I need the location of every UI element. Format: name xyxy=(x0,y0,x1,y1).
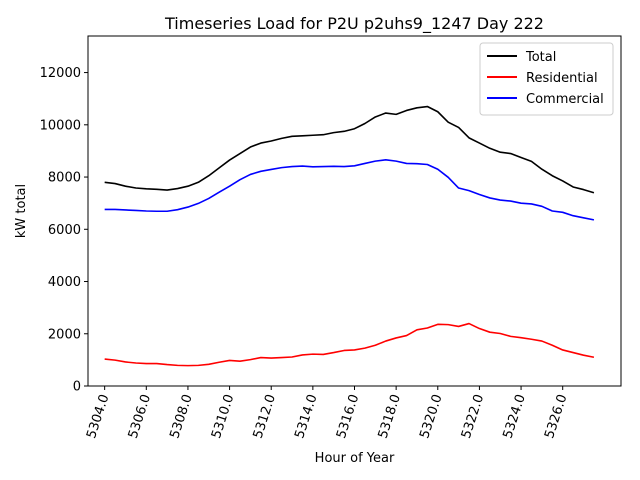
y-axis-label: kW total xyxy=(14,184,29,238)
series-line-residential xyxy=(104,322,595,367)
x-axis-label: Hour of Year xyxy=(315,451,395,466)
legend-label-commercial: Commercial xyxy=(526,92,604,107)
y-tick-label: 6000 xyxy=(48,223,81,238)
legend-label-total: Total xyxy=(525,50,556,65)
legend-label-residential: Residential xyxy=(526,71,598,86)
y-tick-label: 0 xyxy=(73,380,81,395)
y-tick-label: 10000 xyxy=(40,118,81,133)
series-line-total xyxy=(104,105,595,194)
y-tick-label: 4000 xyxy=(48,275,81,290)
legend: Total Residential Commercial xyxy=(479,42,614,116)
series-line-commercial xyxy=(104,159,595,221)
chart-title: Timeseries Load for P2U p2uhs9_1247 Day … xyxy=(164,14,544,34)
y-axis-ticks: 0 2000 4000 6000 8000 10000 12000 xyxy=(40,66,88,395)
series-layer xyxy=(104,105,595,367)
y-tick-label: 2000 xyxy=(48,327,81,342)
y-tick-label: 8000 xyxy=(48,171,81,186)
y-tick-label: 12000 xyxy=(40,66,81,81)
